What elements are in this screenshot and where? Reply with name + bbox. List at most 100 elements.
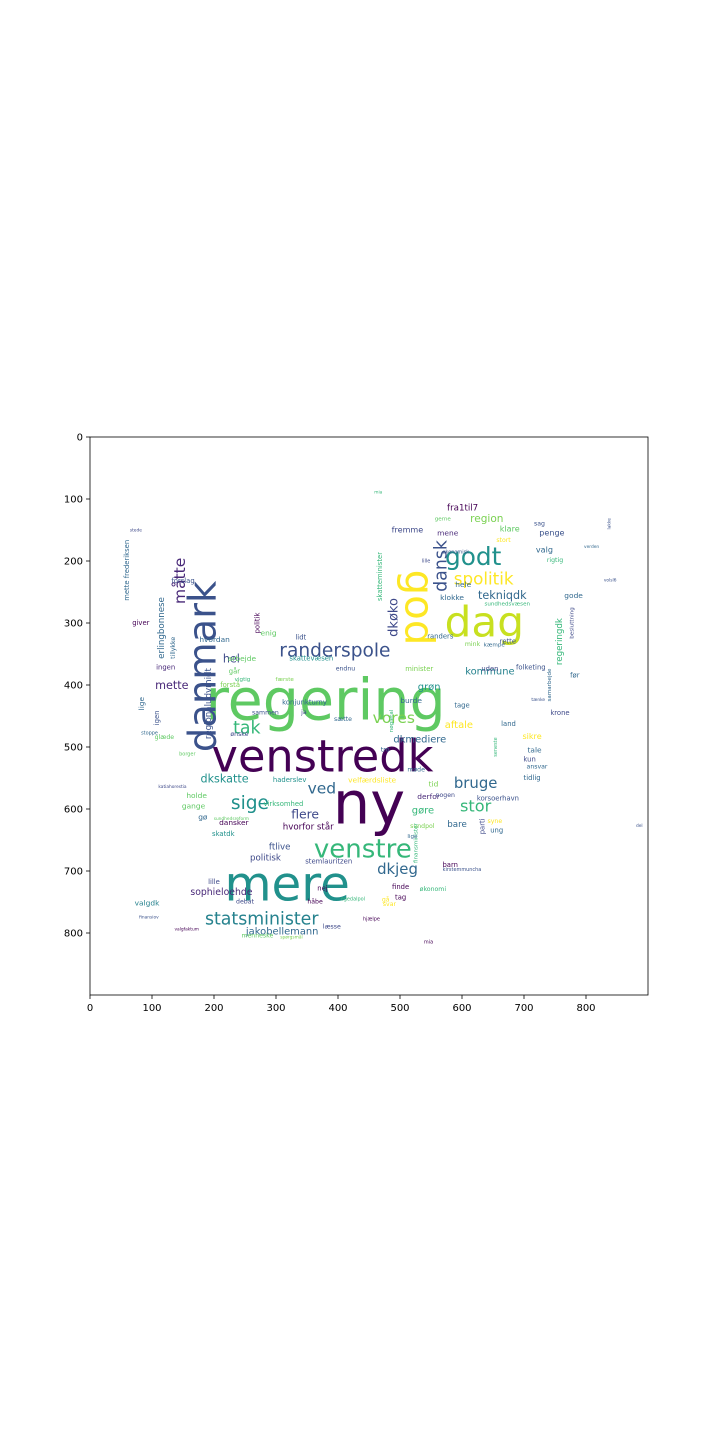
word-118: sundhedsvæsen bbox=[484, 601, 530, 607]
word-106: sammen bbox=[252, 709, 279, 716]
word-60: arbejde bbox=[228, 654, 257, 663]
word-99: gange bbox=[182, 801, 206, 810]
word-83: sundpol bbox=[410, 823, 435, 830]
word-67: rette bbox=[500, 638, 516, 646]
word-143: mia bbox=[374, 489, 382, 495]
word-104: skatdk bbox=[212, 830, 235, 838]
word-69: land bbox=[501, 720, 516, 728]
word-8: venstre bbox=[314, 834, 412, 864]
word-97: dansker bbox=[219, 818, 249, 827]
word-115: møde bbox=[407, 766, 425, 773]
word-136: vigtig bbox=[235, 677, 251, 683]
word-47: hele bbox=[455, 580, 471, 589]
word-64: randers bbox=[427, 633, 454, 641]
word-22: flere bbox=[291, 806, 319, 821]
word-38: regionaludvmidt bbox=[204, 667, 214, 739]
word-62: endnu bbox=[336, 665, 356, 672]
word-138: borger bbox=[179, 751, 196, 757]
word-126: økonomisk bbox=[443, 549, 470, 555]
word-76: før bbox=[570, 672, 580, 680]
word-10: statsminister bbox=[205, 909, 319, 929]
word-58: enig bbox=[261, 628, 277, 637]
word-57: politik bbox=[253, 613, 261, 634]
word-135: nøgletal bbox=[389, 709, 395, 732]
word-40: fra1til7 bbox=[447, 503, 478, 513]
word-121: kæmpe bbox=[484, 642, 506, 648]
word-49: gode bbox=[564, 591, 583, 600]
word-88: økonomi bbox=[420, 886, 447, 893]
word-13: sige bbox=[231, 793, 269, 814]
word-86: tag bbox=[395, 894, 406, 902]
y-tick-label-7: 700 bbox=[64, 867, 83, 878]
word-73: ansvar bbox=[527, 763, 548, 770]
word-46: mene bbox=[437, 529, 459, 538]
word-55: tillykke bbox=[170, 637, 177, 659]
word-130: finansminister bbox=[414, 822, 420, 863]
word-43: valg bbox=[536, 545, 553, 554]
word-114: burde bbox=[400, 696, 422, 705]
word-111: lige bbox=[137, 696, 146, 710]
word-90: nej bbox=[317, 884, 328, 892]
word-146: verden bbox=[584, 544, 599, 550]
word-16: stor bbox=[460, 796, 492, 815]
word-21: dkøko bbox=[386, 598, 401, 637]
word-80: tid bbox=[429, 780, 439, 789]
word-120: samarbejde bbox=[547, 668, 553, 702]
word-50: rigtig bbox=[547, 557, 563, 564]
word-78: derfor bbox=[417, 792, 441, 801]
word-41: aftale bbox=[445, 720, 473, 731]
word-102: velfærdsliste bbox=[348, 775, 396, 784]
word-48: klokke bbox=[440, 593, 464, 602]
word-108: forstå bbox=[220, 680, 240, 689]
word-33: ftlive bbox=[269, 842, 291, 852]
word-63: minister bbox=[405, 665, 433, 673]
word-98: holde bbox=[186, 791, 207, 800]
word-39: regeringdk bbox=[555, 618, 565, 665]
word-66: folketing bbox=[516, 664, 546, 672]
word-144: del bbox=[636, 823, 643, 829]
word-81: parti bbox=[478, 818, 486, 834]
x-tick-label-3: 300 bbox=[266, 1003, 285, 1014]
word-34: politisk bbox=[250, 854, 281, 864]
word-36: jakobellemann bbox=[245, 926, 319, 937]
word-19: bruge bbox=[454, 774, 498, 792]
word-70: sikre bbox=[522, 732, 541, 741]
word-37: erlingbonnese bbox=[157, 597, 167, 659]
word-105: konjunkturny bbox=[282, 698, 327, 706]
word-75: krone bbox=[550, 709, 569, 717]
word-140: valgfaktum bbox=[174, 926, 199, 932]
x-tick-label-1: 100 bbox=[142, 1003, 161, 1014]
word-14: tak bbox=[233, 718, 261, 738]
word-127: lille bbox=[422, 559, 431, 565]
word-89: stemlauritzen bbox=[305, 858, 352, 866]
word-68: tage bbox=[454, 701, 469, 709]
word-92: valgdk bbox=[135, 899, 160, 908]
word-113: glæde bbox=[155, 734, 175, 741]
word-109: går bbox=[229, 666, 240, 675]
word-119: besluttning bbox=[569, 607, 575, 639]
word-17: ved bbox=[308, 780, 337, 798]
x-tick-label-7: 700 bbox=[514, 1003, 533, 1014]
y-tick-label-6: 600 bbox=[64, 805, 83, 816]
word-35: sophieloehde bbox=[190, 887, 252, 898]
word-117: skatteminister bbox=[376, 552, 384, 601]
word-152: sundhedsreform bbox=[214, 816, 249, 822]
plot-frame bbox=[89, 436, 649, 996]
word-100: gø bbox=[198, 813, 208, 822]
word-32: gøre bbox=[412, 805, 434, 816]
word-61: skattevæsen bbox=[289, 654, 333, 662]
word-116: nogen bbox=[436, 792, 455, 799]
x-tick-label-0: 0 bbox=[87, 1003, 93, 1014]
y-tick-label-2: 200 bbox=[64, 557, 83, 568]
word-42: klare bbox=[500, 524, 520, 533]
word-147: volsl6 bbox=[604, 577, 617, 583]
word-155: tænke bbox=[531, 697, 545, 703]
word-7: godt bbox=[445, 542, 502, 571]
word-149: hjælpe bbox=[363, 916, 380, 922]
word-151: spørgsmål bbox=[280, 933, 302, 940]
word-28: kommune bbox=[465, 666, 514, 677]
word-24: region bbox=[470, 513, 503, 525]
word-91: lille bbox=[208, 878, 220, 886]
x-tick-label-6: 600 bbox=[452, 1003, 471, 1014]
